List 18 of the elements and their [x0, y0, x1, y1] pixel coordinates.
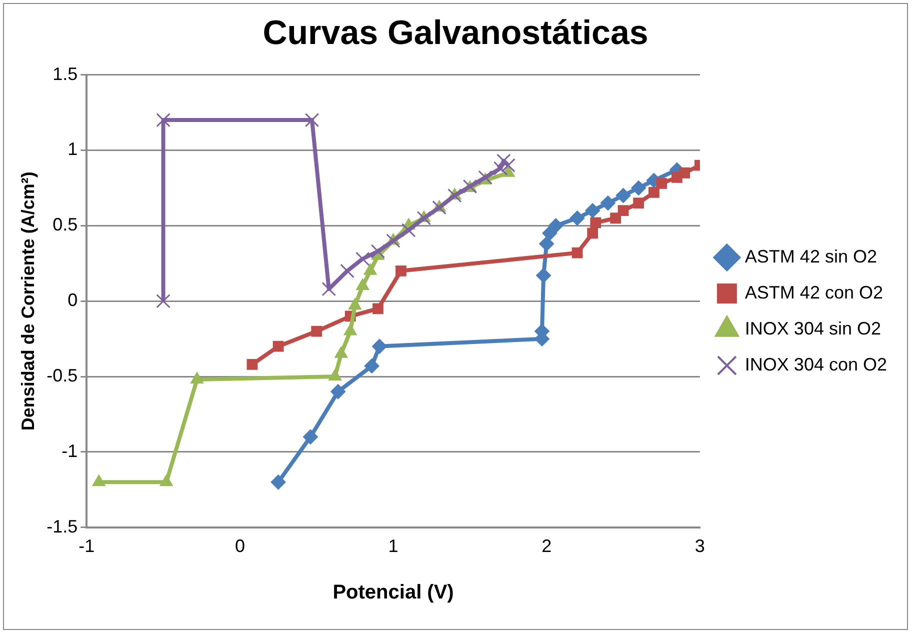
x-tick-label: 3: [694, 536, 705, 556]
y-tick-label: 0: [68, 290, 78, 310]
legend-label: ASTM 42 con O2: [744, 282, 883, 302]
y-tick-label: -1: [62, 440, 78, 461]
y-tick-label: 1: [68, 139, 78, 160]
y-tick-label: 1.5: [52, 64, 78, 84]
x-tick-label: 1: [388, 536, 398, 556]
chart-title: Curvas Galvanostáticas: [262, 14, 648, 52]
y-axis-title: Densidad de Corriente (A/cm²): [18, 172, 38, 431]
y-tick-label: -1.5: [46, 516, 78, 536]
legend-label: INOX 304 sin O2: [744, 318, 882, 338]
legend-label: ASTM 42 sin O2: [744, 246, 877, 266]
x-tick-label: 2: [542, 536, 552, 556]
x-tick-label: 0: [234, 536, 245, 556]
y-tick-label: 0.5: [52, 214, 78, 235]
legend-label: INOX 304 con O2: [744, 354, 888, 374]
y-tick-label: -0.5: [46, 366, 78, 386]
x-axis-title: Potencial (V): [332, 582, 454, 604]
